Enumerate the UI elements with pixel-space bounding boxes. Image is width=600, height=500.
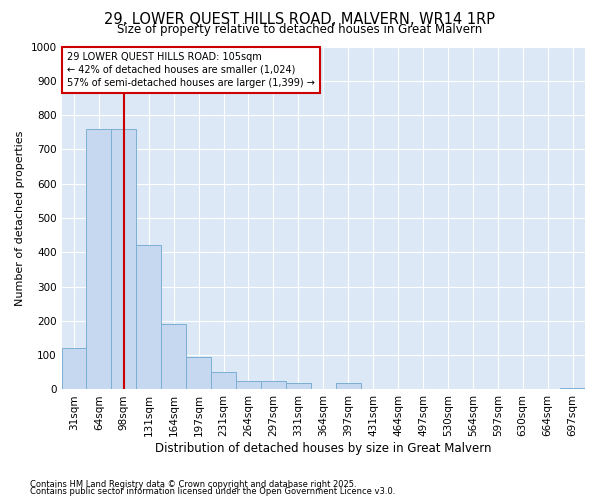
X-axis label: Distribution of detached houses by size in Great Malvern: Distribution of detached houses by size … [155, 442, 491, 455]
Bar [86, 129, 112, 390]
Bar [336, 382, 361, 390]
Bar [161, 324, 186, 390]
Text: Contains public sector information licensed under the Open Government Licence v3: Contains public sector information licen… [30, 487, 395, 496]
Bar [211, 372, 236, 390]
Bar [186, 357, 211, 390]
Text: Size of property relative to detached houses in Great Malvern: Size of property relative to detached ho… [118, 22, 482, 36]
Y-axis label: Number of detached properties: Number of detached properties [15, 130, 25, 306]
Bar [112, 129, 136, 390]
Bar [560, 388, 585, 390]
Text: 29 LOWER QUEST HILLS ROAD: 105sqm
← 42% of detached houses are smaller (1,024)
5: 29 LOWER QUEST HILLS ROAD: 105sqm ← 42% … [67, 52, 314, 88]
Bar [236, 381, 261, 390]
Text: 29, LOWER QUEST HILLS ROAD, MALVERN, WR14 1RP: 29, LOWER QUEST HILLS ROAD, MALVERN, WR1… [104, 12, 496, 28]
Bar [62, 348, 86, 390]
Bar [286, 382, 311, 390]
Text: Contains HM Land Registry data © Crown copyright and database right 2025.: Contains HM Land Registry data © Crown c… [30, 480, 356, 489]
Bar [261, 381, 286, 390]
Bar [136, 246, 161, 390]
